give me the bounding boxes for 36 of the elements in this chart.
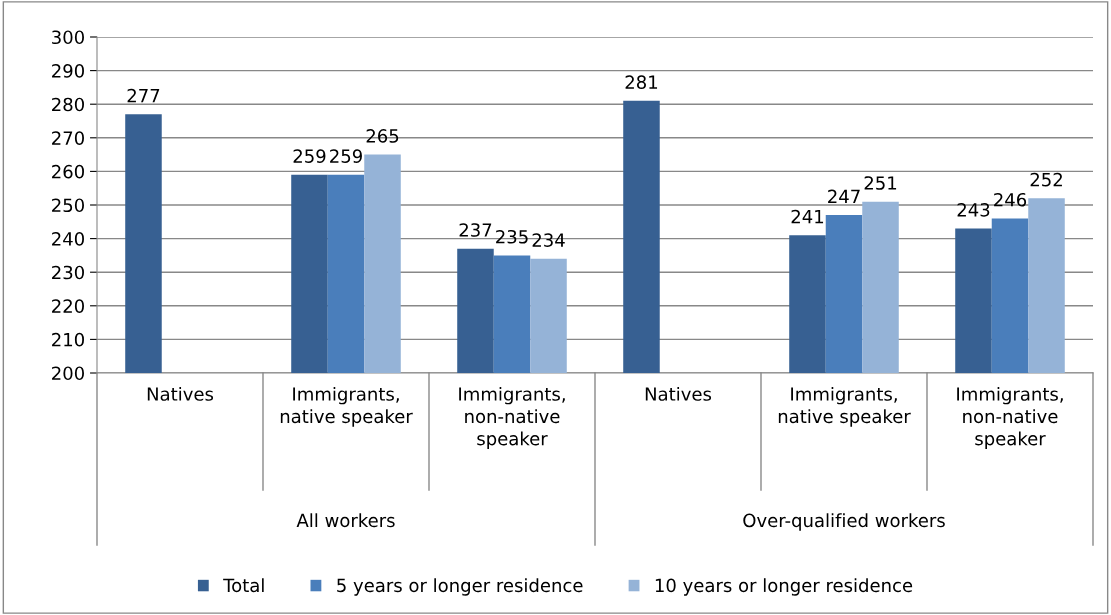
data-label: 234	[532, 233, 565, 247]
text: Over-qualified workers	[743, 513, 945, 531]
y-tick-label: 300	[52, 30, 84, 45]
x-tick-label: Immigrants, native speaker	[778, 386, 911, 427]
data-label: 241	[791, 209, 824, 224]
data-label: 251	[864, 176, 897, 190]
legend-label: 10 years or longer residence	[655, 578, 913, 596]
y-tick-label: 210	[52, 332, 84, 347]
data-label: 237	[459, 223, 492, 237]
text: All workers	[296, 513, 395, 528]
y-tick-label: 290	[52, 64, 84, 78]
data-label: 247	[828, 189, 860, 203]
data-label: 277	[127, 88, 160, 103]
x-tick-label: Immigrants, non-native speaker	[957, 386, 1063, 449]
y-tick-label: 280	[52, 97, 84, 112]
data-label: 259	[293, 149, 326, 163]
x-tick-label: Immigrants, non-native speaker	[459, 386, 565, 449]
data-label: 246	[994, 192, 1027, 207]
y-tick-label: 270	[52, 131, 84, 145]
y-tick-label: 240	[52, 232, 84, 246]
legend-label: 5 years or longer residence	[337, 578, 583, 596]
data-label: 259	[330, 149, 362, 163]
legend-label: Total	[223, 578, 264, 593]
y-tick-label: 260	[52, 164, 84, 179]
data-label: 235	[496, 229, 528, 244]
y-tick-label: 230	[52, 265, 84, 280]
data-label: 252	[1030, 172, 1062, 187]
x-tick-label: Natives	[147, 386, 214, 401]
x-tick-label: Natives	[645, 386, 712, 401]
y-tick-label: 220	[52, 299, 84, 313]
y-tick-label: 250	[52, 198, 84, 213]
data-label: 265	[366, 129, 399, 143]
y-tick-label: 200	[52, 366, 84, 381]
data-label: 243	[957, 203, 990, 217]
x-tick-label: Immigrants, native speaker	[280, 386, 413, 427]
data-label: 281	[625, 75, 658, 90]
